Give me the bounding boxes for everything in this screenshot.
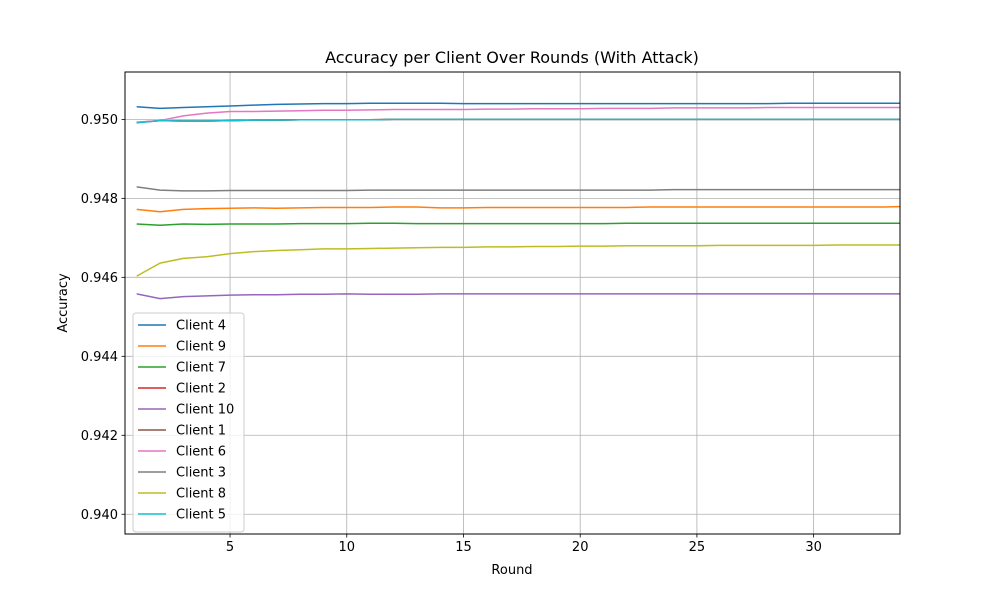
series-line-client-8: [136, 244, 900, 277]
y-tick-label: 0.940: [81, 508, 118, 523]
legend-label: Client 5: [176, 508, 226, 523]
y-tick-label: 0.944: [81, 350, 118, 365]
series-line-client-6: [136, 106, 900, 123]
legend-label: Client 3: [176, 466, 226, 481]
grid: [125, 72, 900, 534]
legend-label: Client 9: [176, 340, 226, 355]
x-tick-label: 5: [226, 540, 234, 555]
y-tick-label: 0.950: [81, 113, 118, 128]
legend-label: Client 2: [176, 382, 226, 397]
x-tick-label: 20: [572, 540, 589, 555]
x-tick-label: 15: [455, 540, 472, 555]
series-lines: [136, 102, 900, 300]
legend-label: Client 1: [176, 424, 226, 439]
series-line-client-5: [136, 118, 900, 124]
legend-label: Client 8: [176, 487, 226, 502]
x-axis-label: Round: [491, 563, 532, 578]
series-line-client-4: [136, 102, 900, 110]
y-axis-label: Accuracy: [56, 273, 71, 333]
y-tick-label: 0.948: [81, 192, 118, 207]
legend-label: Client 4: [176, 319, 226, 334]
chart-title: Accuracy per Client Over Rounds (With At…: [325, 48, 699, 67]
series-line-client-3: [136, 186, 900, 192]
series-line-client-10: [136, 293, 900, 300]
x-tick-label: 30: [805, 540, 822, 555]
series-line-client-7: [136, 222, 900, 226]
y-tick-label: 0.946: [81, 271, 118, 286]
x-tick-label: 25: [689, 540, 706, 555]
y-tick-label: 0.942: [81, 429, 118, 444]
legend-label: Client 6: [176, 445, 226, 460]
x-tick-label: 10: [338, 540, 355, 555]
legend-label: Client 10: [176, 403, 234, 418]
plot-frame: [124, 71, 901, 535]
axis-ticks: 5 10 15 20 25 30 0.940 0.942 0.944 0.946 0.948 0.95…: [81, 113, 822, 555]
legend: Client 4 Client 9 Client 7 Client 2 Client 1…: [132, 312, 245, 533]
series-line-client-9: [136, 205, 900, 213]
legend-label: Client 7: [176, 361, 226, 376]
